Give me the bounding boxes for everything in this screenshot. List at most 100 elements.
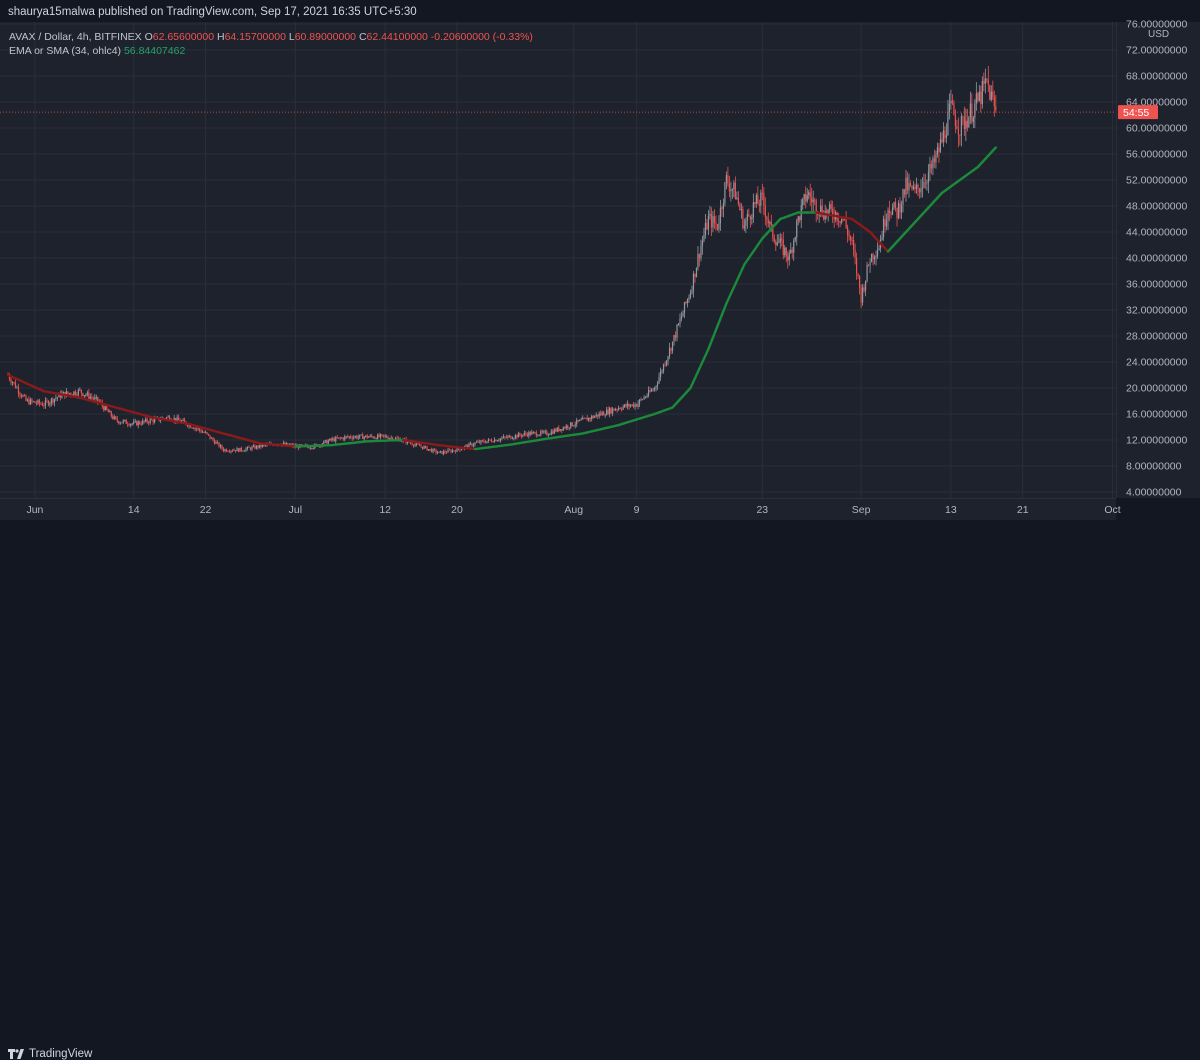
candle-body	[760, 193, 761, 206]
candle-body	[992, 92, 993, 97]
candle-body	[878, 248, 879, 250]
candle-body	[368, 437, 369, 438]
candle-body	[441, 451, 442, 454]
candle-body	[660, 371, 661, 377]
candle-body	[256, 446, 257, 449]
candle-body	[138, 422, 139, 426]
candle-body	[323, 441, 324, 444]
candle-body	[597, 415, 598, 417]
candle-body	[259, 445, 260, 448]
tradingview-logo[interactable]: TradingView	[8, 1048, 92, 1060]
candle-body	[509, 436, 510, 437]
candle-body	[42, 404, 43, 406]
candle-body	[648, 390, 649, 396]
candle-body	[976, 94, 977, 104]
ema-line	[8, 148, 996, 450]
tradingview-logo-icon	[8, 1049, 24, 1059]
candle-body	[863, 287, 864, 290]
candle-body	[805, 194, 806, 201]
candle-body	[453, 450, 454, 451]
candle-body	[247, 447, 248, 449]
candle-body	[953, 103, 954, 115]
candle-body	[145, 419, 146, 421]
candle-body	[557, 428, 558, 432]
candle-body	[527, 434, 528, 436]
candle-body	[233, 450, 234, 451]
candle-body	[24, 395, 25, 396]
candle-body	[410, 442, 411, 443]
candle-body	[241, 448, 242, 451]
candle-body	[808, 192, 809, 195]
candle-body	[232, 451, 233, 452]
candle-body	[925, 182, 926, 183]
candle-body	[941, 139, 942, 142]
candle-body	[500, 439, 501, 441]
candle-body	[664, 364, 665, 365]
candle-body	[599, 413, 600, 416]
candle-body	[129, 425, 130, 426]
y-tick-label: 40.00000000	[1126, 253, 1187, 265]
candle-body	[846, 220, 847, 228]
candle-body	[519, 433, 520, 435]
candle-body	[908, 183, 909, 190]
candle-body	[220, 445, 221, 446]
candle-body	[968, 117, 969, 127]
candle-body	[563, 427, 564, 430]
candle-body	[965, 121, 966, 129]
candle-body	[718, 223, 719, 229]
candle-body	[422, 447, 423, 449]
candle-body	[548, 435, 549, 436]
candle-body	[39, 400, 40, 403]
candle-body	[37, 400, 38, 403]
candle-body	[657, 383, 658, 385]
candle-body	[539, 435, 540, 436]
candle-body	[16, 388, 17, 389]
indicator-label[interactable]: EMA or SMA (34, ohlc4)	[9, 45, 121, 57]
candle-body	[691, 290, 692, 292]
candle-body	[524, 433, 525, 435]
candle-body	[795, 237, 796, 240]
candle-body	[778, 242, 779, 243]
symbol-label[interactable]: AVAX / Dollar, 4h, BITFINEX	[9, 31, 142, 43]
candle-body	[227, 451, 228, 452]
candle-body	[96, 397, 97, 398]
candle-body	[667, 356, 668, 360]
candle-body	[420, 446, 421, 447]
candle-body	[572, 422, 573, 426]
candle-body	[688, 298, 689, 300]
candles	[7, 66, 996, 455]
ohlc-legend: AVAX / Dollar, 4h, BITFINEX O62.65600000…	[9, 31, 533, 43]
candle-body	[600, 413, 601, 414]
candle-body	[335, 437, 336, 441]
candle-body	[645, 397, 646, 398]
candle-body	[510, 436, 511, 439]
candle-body	[236, 448, 237, 451]
candle-body	[901, 205, 902, 213]
candle-body	[432, 449, 433, 452]
candle-body	[633, 404, 634, 407]
candle-body	[904, 189, 905, 195]
candle-body	[260, 445, 261, 447]
candle-body	[621, 409, 622, 410]
candle-body	[200, 430, 201, 432]
candle-body	[584, 418, 585, 419]
candle-body	[697, 254, 698, 268]
candle-body	[961, 116, 962, 135]
candle-body	[449, 450, 450, 451]
candle-body	[967, 121, 968, 128]
candle-body	[928, 173, 929, 183]
x-tick-label: 13	[945, 504, 957, 516]
candle-body	[239, 448, 240, 452]
candle-body	[25, 396, 26, 401]
candle-body	[340, 438, 341, 439]
candle-body	[739, 204, 740, 210]
price-chart[interactable]: 76.0000000072.0000000068.0000000064.0000…	[0, 0, 1200, 549]
candle-body	[693, 274, 694, 291]
y-tick-label: 20.00000000	[1126, 383, 1187, 395]
candle-body	[13, 382, 14, 383]
candle-body	[581, 420, 582, 421]
candle-body	[429, 449, 430, 450]
candle-body	[907, 177, 908, 190]
candle-body	[751, 217, 752, 219]
candle-body	[513, 438, 514, 439]
